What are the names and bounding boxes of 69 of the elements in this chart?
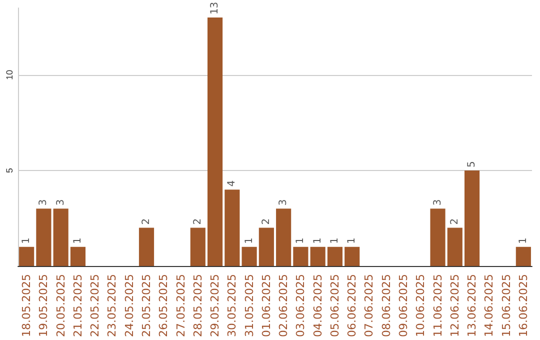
- data-label: 3: [432, 199, 444, 206]
- x-tick-label: 06.06.2025: [346, 274, 359, 338]
- bar: [190, 228, 206, 266]
- x-tick-label: 09.06.2025: [397, 274, 410, 338]
- data-label: 3: [38, 199, 50, 206]
- x-tick-label: 28.05.2025: [191, 274, 204, 338]
- x-tick-label: 22.05.2025: [88, 274, 102, 338]
- x-tick-label: 01.06.2025: [260, 274, 273, 338]
- x-tick-label: 10.06.2025: [414, 274, 428, 338]
- bar: [310, 246, 326, 266]
- bar: [207, 18, 223, 266]
- x-tick-label: 15.06.2025: [500, 274, 513, 338]
- y-tick-label: 10: [4, 70, 14, 80]
- data-label: 1: [329, 238, 340, 244]
- x-tick-label: 12.06.2025: [448, 274, 462, 338]
- data-label: 3: [278, 199, 290, 206]
- data-label: 5: [466, 161, 478, 168]
- data-label: 2: [260, 218, 272, 225]
- x-tick-label: 11.06.2025: [431, 274, 444, 338]
- x-tick-label: 07.06.2025: [362, 274, 376, 338]
- x-tick-label: 30.05.2025: [226, 274, 239, 338]
- x-tick-label: 26.05.2025: [157, 274, 170, 338]
- data-label: 13: [210, 2, 221, 15]
- bar: [344, 246, 360, 266]
- bar: [53, 208, 68, 266]
- bar: [327, 246, 343, 266]
- data-label: 1: [244, 238, 255, 244]
- x-tick-label: 27.05.2025: [174, 274, 188, 338]
- bar: [447, 228, 462, 266]
- bar: [242, 246, 257, 266]
- data-label: 3: [55, 199, 66, 206]
- bar: [138, 228, 154, 266]
- x-tick-label: 29.05.2025: [208, 274, 222, 338]
- data-label: 1: [312, 238, 324, 244]
- bar: [464, 170, 480, 266]
- data-label: 1: [346, 238, 358, 244]
- data-label: 1: [72, 238, 84, 244]
- x-tick-label: 03.06.2025: [294, 274, 308, 338]
- bar: [224, 190, 240, 266]
- bar: [19, 246, 34, 266]
- data-label: 4: [226, 180, 238, 187]
- x-tick-label: 20.05.2025: [54, 274, 68, 338]
- bar: [258, 228, 274, 266]
- data-label: 2: [192, 218, 204, 225]
- bar: [430, 208, 446, 266]
- bar: [516, 246, 531, 266]
- x-tick-label: 24.05.2025: [122, 274, 136, 338]
- x-tick-label: 21.05.2025: [71, 274, 84, 338]
- x-tick-label: 02.06.2025: [277, 274, 290, 338]
- x-tick-label: 16.06.2025: [516, 274, 530, 338]
- x-tick-label: 19.05.2025: [37, 274, 50, 338]
- x-tick-label: 31.05.2025: [242, 274, 256, 338]
- data-label: 1: [518, 238, 529, 244]
- x-tick-label: 13.06.2025: [466, 274, 479, 338]
- data-label: 1: [21, 238, 32, 244]
- x-tick-label: 08.06.2025: [380, 274, 393, 338]
- x-tick-label: 05.06.2025: [328, 274, 342, 338]
- data-label: 2: [449, 218, 460, 225]
- x-tick-label: 23.05.2025: [106, 274, 119, 338]
- bar: [70, 246, 86, 266]
- bar: [36, 208, 52, 266]
- x-tick-label: 14.06.2025: [482, 274, 496, 338]
- bar: [276, 208, 292, 266]
- data-label: 1: [295, 238, 306, 244]
- x-tick-label: 25.05.2025: [140, 274, 153, 338]
- bar: [293, 246, 308, 266]
- x-tick-label: 18.05.2025: [20, 274, 34, 338]
- x-tick-label: 04.06.2025: [311, 274, 324, 338]
- data-label: 2: [141, 218, 152, 225]
